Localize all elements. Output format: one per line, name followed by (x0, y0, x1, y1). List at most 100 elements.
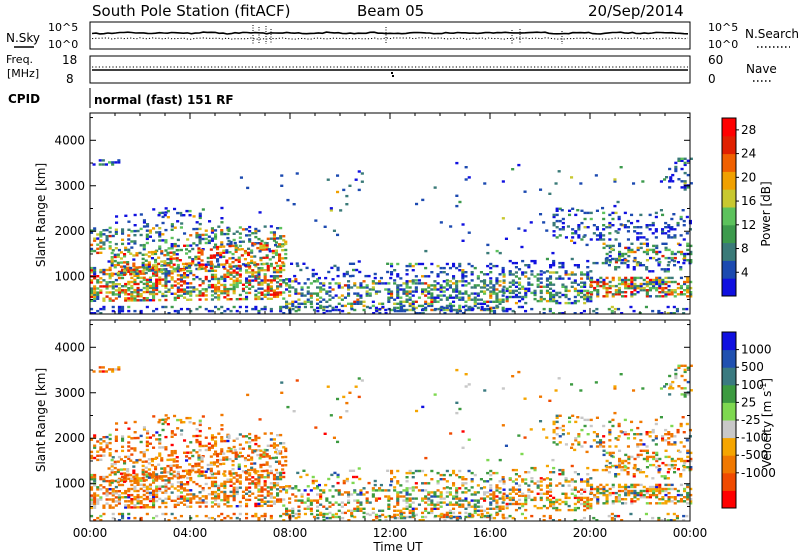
velocity-cell (630, 455, 634, 459)
power-cell (188, 250, 192, 253)
power-cell (136, 286, 140, 290)
power-cell (237, 264, 241, 268)
velocity-cell (124, 492, 128, 495)
velocity-cell (152, 493, 156, 497)
power-cell (455, 194, 459, 197)
power-cell (635, 264, 639, 267)
velocity-cell (117, 496, 121, 499)
power-cell (198, 216, 202, 220)
power-cell (505, 287, 509, 290)
velocity-cell (204, 476, 208, 480)
power-cell (176, 244, 180, 248)
velocity-cell (282, 446, 286, 449)
velocity-cell (92, 370, 96, 373)
power-cell (424, 282, 428, 285)
velocity-cell (564, 494, 568, 497)
power-cell (589, 299, 593, 303)
velocity-cell (573, 506, 577, 510)
power-cell (111, 234, 115, 238)
power-cell (411, 304, 415, 308)
velocity-cell (573, 486, 577, 489)
power-cell (241, 228, 245, 231)
power-cell (214, 292, 218, 295)
power-cell (686, 248, 690, 252)
power-cell (645, 280, 649, 284)
velocity-cell (524, 494, 528, 497)
power-cell (555, 271, 559, 274)
velocity-cell (214, 440, 218, 443)
power-cell (387, 296, 391, 299)
velocity-cell (636, 433, 640, 436)
velocity-cell (142, 483, 146, 486)
power-cell (185, 266, 189, 270)
power-cell (545, 277, 549, 280)
power-cell (179, 307, 183, 311)
velocity-cell (552, 441, 556, 444)
power-cell (233, 241, 237, 245)
power-cell (442, 294, 446, 297)
power-cell (371, 282, 375, 285)
velocity-cell (663, 477, 667, 480)
power-cell (96, 293, 100, 296)
power-cell (164, 280, 168, 283)
power-cell (452, 275, 456, 278)
power-cell (683, 188, 687, 191)
velocity-cell (573, 471, 577, 474)
power-cell (133, 295, 137, 298)
power-cell (555, 291, 559, 295)
power-cell (186, 274, 190, 277)
power-cell (589, 295, 593, 299)
power-cell (173, 270, 177, 273)
power-cell (209, 266, 213, 270)
power-cell (633, 289, 637, 292)
velocity-cell (455, 491, 459, 494)
power-cell (673, 291, 677, 294)
velocity-cell (207, 448, 211, 452)
power-cell (238, 273, 242, 276)
velocity-cell (633, 457, 637, 461)
power-cell (127, 250, 131, 253)
velocity-cell (655, 459, 659, 463)
power-cell (661, 289, 665, 292)
velocity-cell (172, 474, 176, 477)
velocity-cell (155, 431, 159, 434)
velocity-cell (274, 456, 278, 459)
velocity-cell (126, 474, 130, 477)
power-cell (276, 293, 280, 296)
power-cell (257, 267, 261, 270)
power-cell (148, 278, 152, 281)
station-title: South Pole Station (fitACF) (92, 2, 290, 20)
power-cell (682, 224, 686, 227)
velocity-cell (276, 500, 280, 503)
velocity-cell (442, 473, 446, 477)
power-cell (117, 161, 121, 164)
velocity-cell (186, 472, 190, 476)
velocity-cell (605, 500, 609, 503)
power-cell (251, 275, 255, 278)
velocity-cell (405, 476, 409, 479)
velocity-cell (589, 424, 593, 428)
power-cell (480, 305, 484, 309)
velocity-cell (161, 428, 165, 432)
power-cell (350, 302, 354, 305)
power-cell (605, 289, 609, 292)
power-cell (607, 264, 611, 267)
power-cell (414, 306, 418, 310)
power-cell (580, 209, 584, 212)
power-cell (654, 228, 658, 231)
power-cell (492, 286, 496, 289)
power-cell (263, 293, 267, 296)
velocity-cell (175, 464, 179, 467)
velocity-cell (316, 509, 320, 512)
power-cell (455, 288, 459, 291)
velocity-cell (664, 487, 668, 491)
velocity-cell (476, 505, 480, 508)
power-cell (386, 262, 390, 265)
power-cell (666, 268, 670, 271)
power-cell (411, 302, 415, 305)
power-cell (452, 288, 456, 291)
power-cell (495, 296, 499, 299)
power-cell (462, 312, 466, 315)
freq-left-tick-bottom: 8 (66, 72, 74, 86)
velocity-cell (614, 498, 618, 501)
